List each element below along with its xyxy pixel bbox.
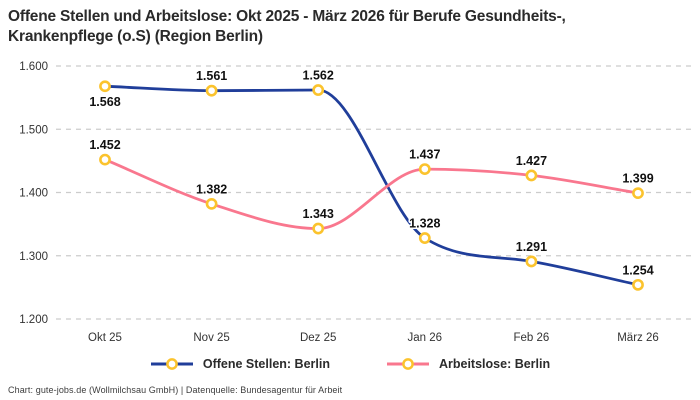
data-point-marker-offene-stellen-berlin[interactable]: [525, 255, 538, 268]
data-point-label-offene-stellen-berlin: 1.291: [516, 240, 547, 254]
legend-item-arbeitslose-berlin[interactable]: Arbeitslose: Berlin: [386, 357, 550, 371]
data-point-label-offene-stellen-berlin: 1.562: [303, 68, 334, 82]
chart-canvas: 1.200 1.300 1.400 1.500 1.600 Okt 25 Nov 25 Dez…: [19, 61, 694, 344]
data-point-marker-arbeitslose-berlin[interactable]: [632, 187, 644, 199]
series-line-arbeitslose-berlin: [103, 158, 640, 230]
legend-label-arbeitslose: Arbeitslose: Berlin: [438, 356, 551, 371]
data-point-marker-arbeitslose-berlin[interactable]: [205, 197, 218, 210]
data-point-label-offene-stellen-berlin: 1.328: [409, 216, 440, 230]
data-point-marker-offene-stellen-berlin[interactable]: [99, 80, 111, 93]
y-axis-tick-label: 1.500: [19, 124, 48, 136]
y-axis-tick-label: 1.200: [19, 314, 48, 326]
legend-label-offene-stellen: Offene Stellen: Berlin: [202, 356, 330, 371]
x-axis-label: Dez 25: [300, 332, 336, 344]
data-point-marker-arbeitslose-berlin[interactable]: [418, 163, 431, 175]
data-point-label-arbeitslose-berlin: 1.437: [409, 148, 440, 162]
legend: Offene Stellen: Berlin Arbeitslose: Berl…: [0, 353, 700, 375]
data-point-label-arbeitslose-berlin: 1.427: [516, 154, 547, 168]
chart-footer-attribution: Chart: gute-jobs.de (Wollmilchsau GmbH) …: [8, 385, 343, 395]
x-axis-label: März 26: [617, 332, 659, 344]
legend-marker-icon: [166, 358, 178, 370]
data-point-marker-arbeitslose-berlin[interactable]: [312, 222, 325, 235]
data-point-label-offene-stellen-berlin: 1.254: [622, 263, 653, 277]
y-axis-tick-label: 1.300: [19, 251, 48, 263]
data-point-marker-offene-stellen-berlin[interactable]: [632, 278, 644, 291]
data-point-label-offene-stellen-berlin: 1.561: [196, 69, 227, 83]
series-line-offene-stellen-berlin: [103, 84, 640, 287]
x-axis-label: Nov 25: [193, 332, 229, 344]
y-axis-tick-label: 1.400: [19, 187, 48, 199]
chart-title-line-1: Offene Stellen und Arbeitslose: Okt 2025…: [8, 8, 566, 25]
chart-title: Offene Stellen und Arbeitslose: Okt 2025…: [0, 0, 700, 48]
x-axis-label: Jan 26: [408, 332, 443, 344]
data-point-label-arbeitslose-berlin: 1.452: [89, 138, 120, 152]
chart-title-line-2: Krankenpflege (o.S) (Region Berlin): [8, 28, 263, 46]
data-point-marker-arbeitslose-berlin[interactable]: [525, 169, 538, 182]
data-point-label-arbeitslose-berlin: 1.382: [196, 182, 227, 196]
x-axis-label: Feb 26: [513, 332, 549, 344]
y-axis-tick-label: 1.600: [19, 61, 48, 73]
legend-marker-icon: [402, 358, 414, 370]
data-point-marker-offene-stellen-berlin[interactable]: [205, 84, 218, 97]
legend-swatch-line-icon: [386, 358, 429, 370]
data-point-marker-offene-stellen-berlin[interactable]: [418, 232, 431, 244]
data-point-marker-arbeitslose-berlin[interactable]: [99, 153, 111, 166]
legend-swatch-line-icon: [150, 358, 193, 370]
legend-item-offene-stellen-berlin[interactable]: Offene Stellen: Berlin: [150, 357, 330, 371]
data-point-label-arbeitslose-berlin: 1.343: [303, 207, 334, 221]
data-point-label-arbeitslose-berlin: 1.399: [622, 172, 653, 186]
data-point-label-offene-stellen-berlin: 1.568: [89, 95, 120, 109]
x-axis-label: Okt 25: [88, 332, 122, 344]
data-point-marker-offene-stellen-berlin[interactable]: [312, 84, 325, 96]
